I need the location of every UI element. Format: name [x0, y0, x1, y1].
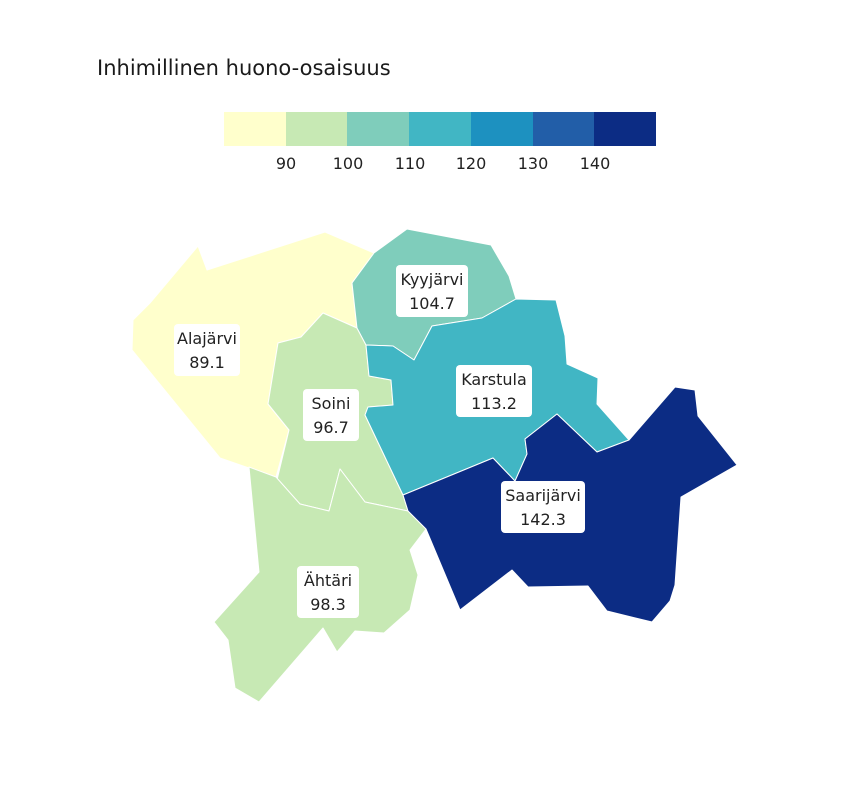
- legend-swatch-6: [532, 112, 595, 146]
- legend-swatch-7: [594, 112, 657, 146]
- label-box: [174, 324, 240, 376]
- legend-swatch-1: [224, 112, 286, 146]
- region-name: Karstula: [461, 370, 527, 389]
- legend-tick: 90: [275, 154, 297, 173]
- region-value: 113.2: [471, 394, 517, 413]
- legend-swatch-5: [470, 112, 533, 146]
- legend-swatch-3: [347, 112, 410, 146]
- color-legend: 90 100 110 120 130 140: [224, 112, 657, 182]
- region-value: 89.1: [189, 353, 225, 372]
- region-name: Ähtäri: [304, 571, 352, 590]
- region-label-kyyjarvi: Kyyjärvi 104.7: [396, 265, 468, 317]
- region-label-alajarvi: Alajärvi 89.1: [174, 324, 240, 376]
- region-name: Soini: [312, 394, 351, 413]
- label-box: [501, 481, 585, 533]
- region-value: 96.7: [313, 418, 349, 437]
- legend-bar: [224, 112, 657, 146]
- region-value: 104.7: [409, 294, 455, 313]
- region-value: 98.3: [310, 595, 346, 614]
- legend-tick: 140: [579, 154, 611, 173]
- region-label-saarijarvi: Saarijärvi 142.3: [501, 481, 585, 533]
- legend-swatch-2: [285, 112, 348, 146]
- label-box: [297, 566, 359, 618]
- region-name: Alajärvi: [177, 329, 237, 348]
- region-label-soini: Soini 96.7: [303, 389, 359, 441]
- legend-tick: 130: [517, 154, 549, 173]
- region-value: 142.3: [520, 510, 566, 529]
- legend-tick: 120: [455, 154, 487, 173]
- label-box: [303, 389, 359, 441]
- map-title: Inhimillinen huono-osaisuus: [97, 56, 391, 80]
- region-name: Kyyjärvi: [400, 270, 463, 289]
- legend-swatch-4: [409, 112, 471, 146]
- legend-tick: 110: [394, 154, 426, 173]
- label-box: [396, 265, 468, 317]
- label-box: [456, 365, 532, 417]
- region-label-ahtari: Ähtäri 98.3: [297, 566, 359, 618]
- region-name: Saarijärvi: [505, 486, 581, 505]
- legend-tick: 100: [332, 154, 364, 173]
- region-label-karstula: Karstula 113.2: [456, 365, 532, 417]
